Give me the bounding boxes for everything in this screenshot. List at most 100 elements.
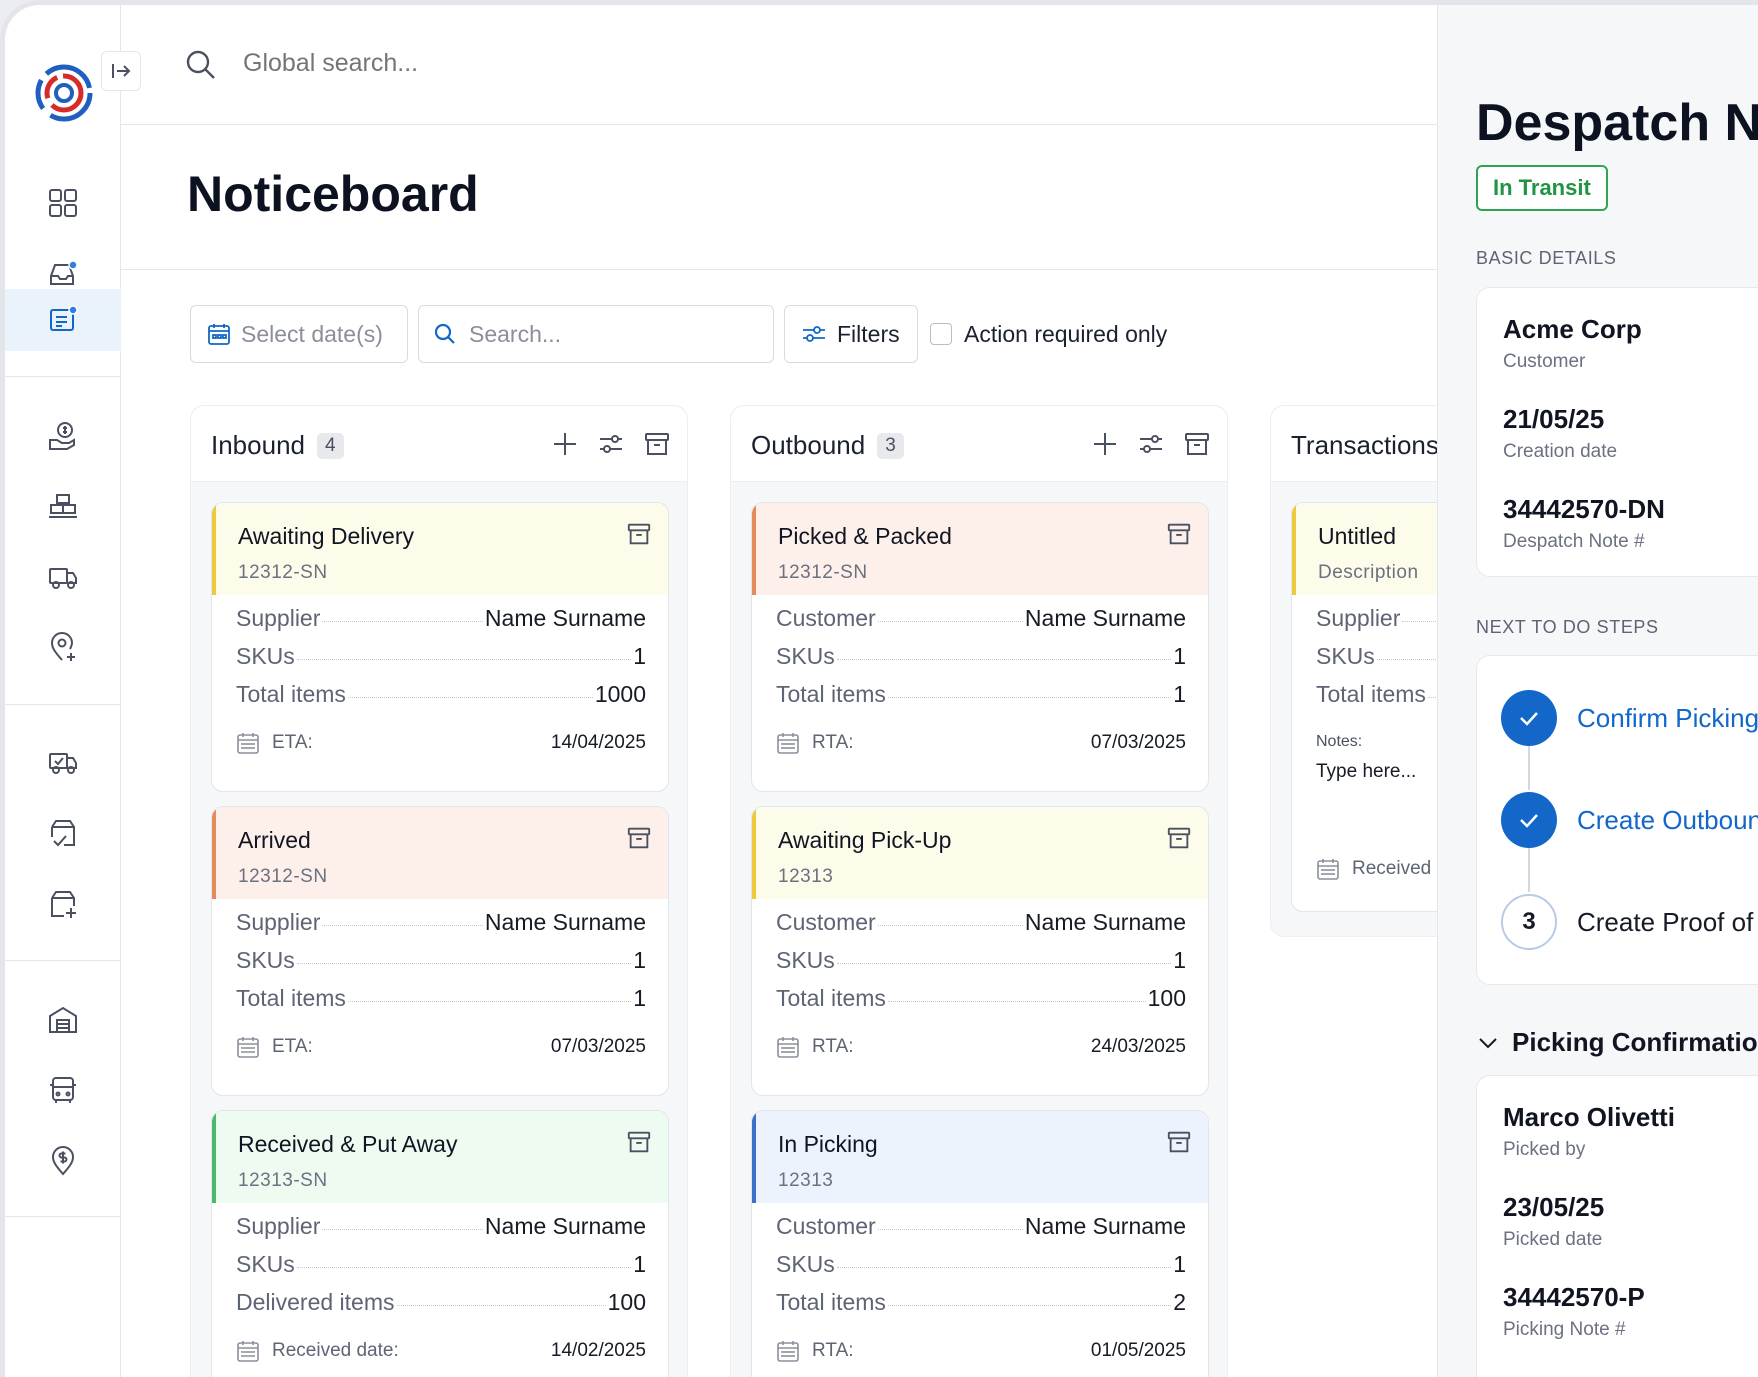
archive-icon[interactable] (1183, 430, 1211, 458)
settings-sliders-icon[interactable] (1137, 430, 1165, 458)
nav-vehicles[interactable] (5, 1055, 121, 1125)
nav-dashboard[interactable] (5, 168, 121, 238)
package-check-icon (51, 820, 75, 847)
inbox-icon (50, 260, 78, 285)
basic-details-heading: BASIC DETAILS (1476, 248, 1617, 268)
card-title: Awaiting Delivery (238, 523, 414, 549)
card-date-row: ETA: 07/03/2025 (236, 1035, 646, 1059)
column-outbound: Outbound 3 Picked & Packed 12312-SN Custo… (730, 405, 1228, 1377)
archive-icon[interactable] (1166, 521, 1192, 547)
column-count-badge: 3 (877, 433, 904, 459)
notice-card[interactable]: Arrived 12312-SN Supplier Name Surname SK… (211, 806, 669, 1096)
step-connector (1528, 846, 1530, 892)
nav-package-check[interactable] (5, 798, 121, 868)
card-row: Delivered items 100 (236, 1289, 646, 1315)
add-location-icon (50, 632, 75, 661)
search-icon (434, 323, 455, 344)
card-date-row: RTA: 01/05/2025 (776, 1339, 1186, 1363)
calendar-icon (237, 1037, 259, 1058)
picking-confirmation-toggle[interactable]: Picking Confirmation (1476, 1027, 1758, 1058)
location-dollar-icon (51, 1146, 75, 1176)
card-title: Untitled (1318, 523, 1396, 549)
card-row: SKUs 1 (776, 643, 1186, 669)
nav-package-add[interactable] (5, 869, 121, 939)
calendar-icon (777, 1037, 799, 1058)
despatch-note-panel: Despatch Note In Transit BASIC DETAILS A… (1437, 5, 1758, 1377)
nav-warehouse[interactable] (5, 985, 121, 1055)
step-create-proof[interactable]: 3 Create Proof of (1501, 894, 1753, 950)
global-search-input[interactable] (243, 49, 743, 78)
search-icon (186, 50, 215, 79)
picking-confirmation-card: Marco Olivetti Picked by 23/05/25 Picked d… (1476, 1075, 1758, 1377)
check-icon (1520, 712, 1538, 726)
card-date-row: Received (1316, 857, 1726, 881)
settings-sliders-icon[interactable] (597, 430, 625, 458)
logo-icon[interactable] (33, 62, 95, 124)
panel-title: Despatch Note (1476, 94, 1758, 152)
nav-divider (5, 1216, 121, 1217)
filters-icon (803, 326, 825, 342)
nav-inbox[interactable] (5, 239, 121, 309)
add-icon[interactable] (551, 430, 579, 458)
dashboard-icon (49, 189, 77, 217)
archive-icon[interactable] (626, 825, 652, 851)
notice-card[interactable]: Received & Put Away 12313-SN Supplier Nam… (211, 1110, 669, 1377)
notice-card[interactable]: Awaiting Delivery 12312-SN Supplier Name … (211, 502, 669, 792)
detail-picking-note-number: 34442570-P Picking Note # (1503, 1282, 1645, 1340)
calendar-icon (237, 1341, 259, 1362)
filters-button[interactable]: Filters (784, 305, 918, 363)
add-icon[interactable] (1091, 430, 1119, 458)
nav-truck-check[interactable] (5, 727, 121, 797)
title-bar: Noticeboard (121, 125, 1758, 270)
archive-icon[interactable] (626, 521, 652, 547)
archive-icon[interactable] (1166, 825, 1192, 851)
card-row: SKUs 1 (236, 1251, 646, 1277)
nav-locations[interactable] (5, 613, 121, 683)
delivery-truck-icon (49, 568, 77, 589)
detail-despatch-note-number: 34442570-DN Despatch Note # (1503, 494, 1665, 552)
card-row: Supplier Name Surname (236, 605, 646, 631)
archive-icon[interactable] (626, 1129, 652, 1155)
notice-card[interactable]: Awaiting Pick-Up 12313 Customer Name Surn… (751, 806, 1209, 1096)
inventory-icon (49, 494, 77, 518)
card-row: SKUs 1 (776, 947, 1186, 973)
nav-delivery[interactable] (5, 542, 121, 612)
step-connector (1528, 744, 1530, 790)
date-picker-button[interactable]: Select date(s) (190, 305, 408, 363)
action-required-toggle[interactable]: Action required only (930, 305, 1167, 363)
notes-label: Notes: (1316, 733, 1363, 750)
board-search-field[interactable]: Search... (418, 305, 774, 363)
step-confirm-picking[interactable]: Confirm Picking (1501, 690, 1758, 746)
archive-icon[interactable] (1166, 1129, 1192, 1155)
nav-divider (5, 376, 121, 377)
calendar-icon (208, 324, 230, 345)
card-header: In Picking 12313 (752, 1111, 1208, 1203)
action-required-label: Action required only (964, 320, 1168, 347)
collapse-icon (112, 64, 131, 78)
notice-card[interactable]: In Picking 12313 Customer Name Surname SK… (751, 1110, 1209, 1377)
detail-picked-date: 23/05/25 Picked date (1503, 1192, 1605, 1250)
column-title: Transactions (1291, 430, 1439, 460)
collapse-sidebar-button[interactable] (101, 51, 141, 91)
card-row: Customer Name Surname (776, 1213, 1186, 1239)
nav-pricing[interactable] (5, 1126, 121, 1196)
nav-payments[interactable] (5, 401, 121, 471)
action-required-checkbox[interactable] (930, 323, 952, 345)
page-title: Noticeboard (187, 166, 479, 222)
nav-noticeboard[interactable] (5, 289, 121, 351)
filters-label: Filters (837, 320, 900, 347)
card-date-row: Received date: 14/02/2025 (236, 1339, 646, 1363)
nav-inventory[interactable] (5, 472, 121, 542)
step-create-outbound[interactable]: Create Outbound (1501, 792, 1758, 848)
vehicle-icon (50, 1077, 76, 1103)
notice-card[interactable]: Picked & Packed 12312-SN Customer Name Su… (751, 502, 1209, 792)
nav-divider (5, 960, 121, 961)
card-title: Arrived (238, 827, 311, 853)
notes-input[interactable]: Type here... (1316, 761, 1417, 782)
archive-icon[interactable] (643, 430, 671, 458)
card-title: Received & Put Away (238, 1131, 458, 1157)
nav-divider (5, 704, 121, 705)
check-icon (1520, 814, 1538, 828)
card-row: Supplier Name Surname (236, 1213, 646, 1239)
